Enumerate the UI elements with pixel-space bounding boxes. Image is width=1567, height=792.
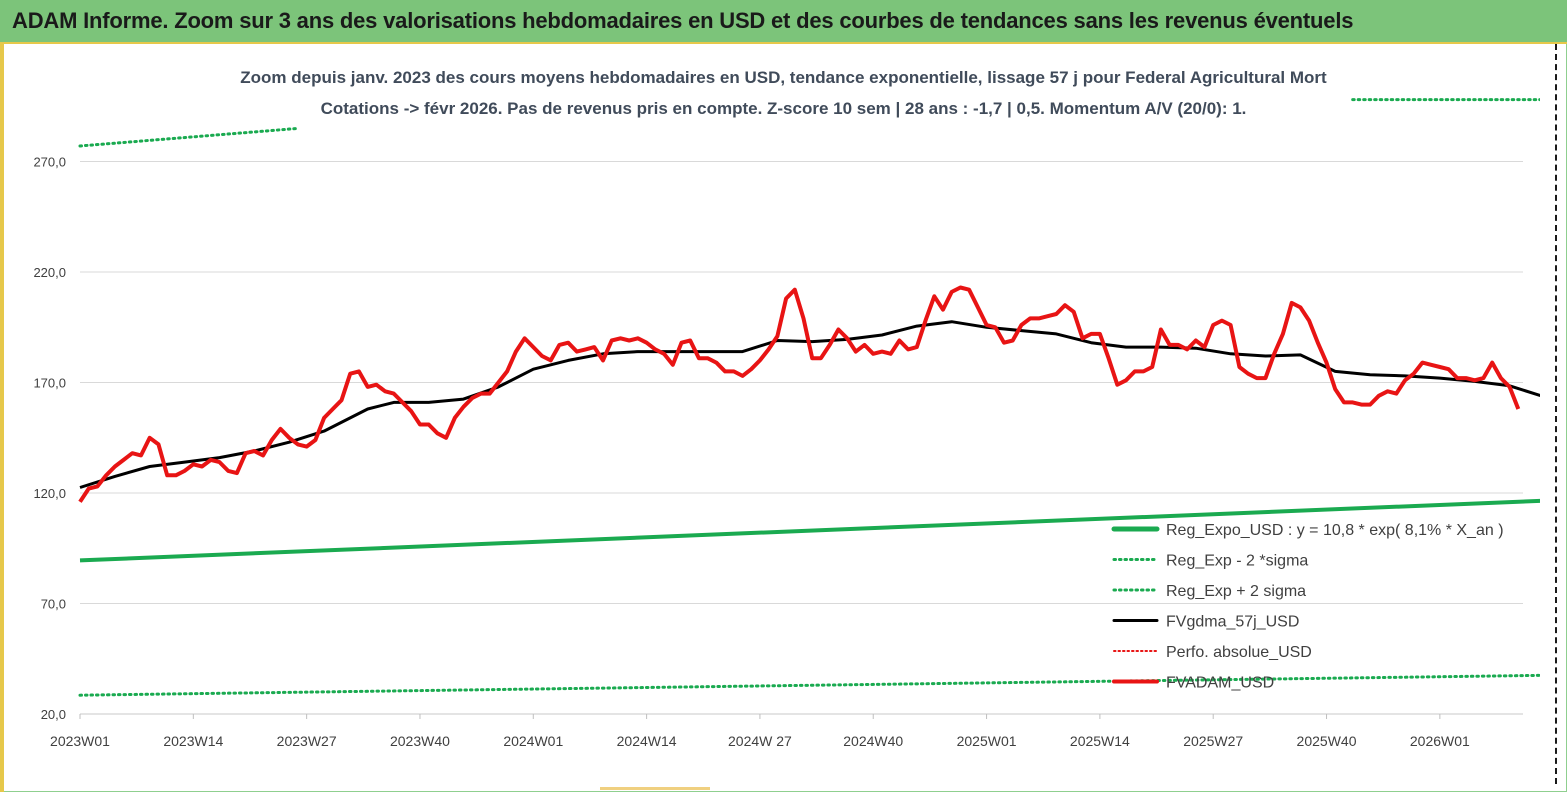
series-lines [78, 98, 1540, 697]
legend: Reg_Expo_USD : y = 10,8 * exp( 8,1% * X_… [1111, 522, 1504, 692]
y-axis-tick-labels: 20,0 70,0 120,0 170,0 220,0 270,0 [33, 155, 66, 723]
legend-entry: Reg_Expo_USD : y = 10,8 * exp( 8,1% * X_… [1166, 522, 1504, 539]
series-line-1 [78, 673, 1540, 697]
y-tick-label: 220,0 [33, 265, 66, 280]
x-tick-label: 2025W27 [1183, 733, 1243, 749]
series-line-2-segment [78, 126, 300, 148]
x-tick-label: 2024W 27 [728, 733, 792, 749]
legend-entry: Reg_Exp - 2 *sigma [1166, 553, 1308, 570]
chart-subtitle-line2: Cotations -> févr 2026. Pas de revenus p… [320, 99, 1247, 118]
x-tick-label: 2026W01 [1410, 733, 1470, 749]
legend-entry: FVgdma_57j_USD [1166, 614, 1299, 631]
x-tick-label: 2023W40 [390, 733, 450, 749]
y-tick-label: 170,0 [33, 376, 66, 391]
report-title: ADAM Informe. Zoom sur 3 ans des valoris… [12, 8, 1354, 33]
x-tick-label: 2023W14 [163, 733, 223, 749]
series-line-3 [79, 320, 1540, 489]
legend-entry: Reg_Exp + 2 sigma [1166, 583, 1306, 600]
right-dashed-marker [1555, 44, 1563, 784]
y-tick-label: 120,0 [33, 486, 66, 501]
x-tick-label: 2024W40 [843, 733, 903, 749]
gridlines [80, 161, 1523, 715]
legend-entry: Perfo. absolue_USD [1166, 644, 1312, 661]
x-tick-label: 2025W01 [957, 733, 1017, 749]
report-header: ADAM Informe. Zoom sur 3 ans des valoris… [0, 0, 1567, 44]
x-tick-label: 2023W27 [277, 733, 337, 749]
series-line-0 [79, 498, 1540, 563]
x-tick-label: 2024W01 [503, 733, 563, 749]
bottom-accent-bar [600, 787, 710, 790]
legend-entry: FVADAM_USD [1166, 675, 1274, 692]
x-tick-label: 2025W40 [1297, 733, 1357, 749]
left-accent-bar [0, 44, 4, 792]
series-line-4 [78, 285, 1521, 503]
y-tick-label: 70,0 [41, 597, 66, 612]
chart-subtitle-line1: Zoom depuis janv. 2023 des cours moyens … [240, 68, 1327, 87]
x-tick-label: 2025W14 [1070, 733, 1130, 749]
x-tick-label: 2024W14 [617, 733, 677, 749]
y-tick-label: 20,0 [41, 707, 66, 722]
x-tick-label: 2023W01 [50, 733, 110, 749]
y-tick-label: 270,0 [33, 155, 66, 170]
x-axis-tick-labels: 2023W01 2023W14 2023W27 2023W40 2024W01 2024W… [50, 714, 1470, 749]
